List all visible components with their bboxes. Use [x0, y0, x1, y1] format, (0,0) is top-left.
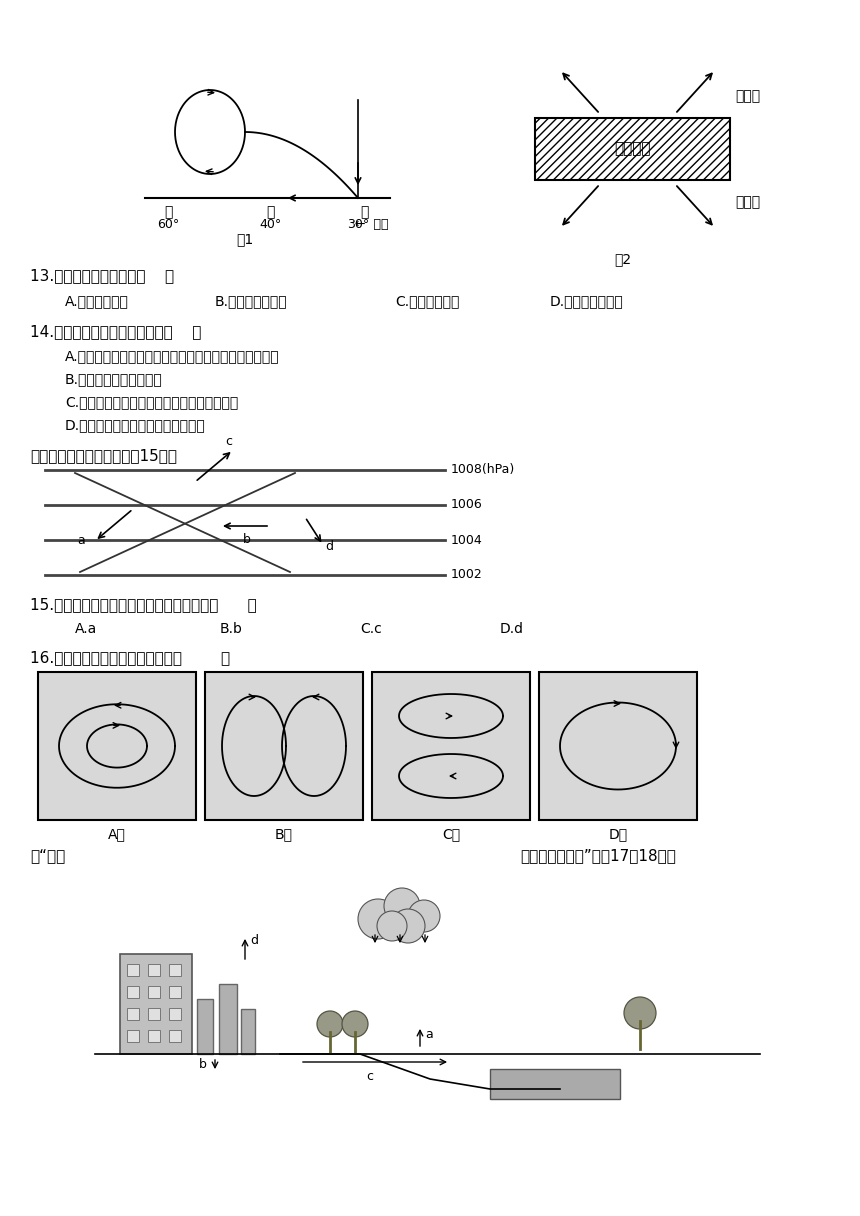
Bar	[127, 1008, 139, 1020]
Circle shape	[384, 888, 420, 924]
Text: D.d: D.d	[500, 623, 524, 636]
Text: A。: A。	[108, 827, 126, 841]
Text: a: a	[77, 535, 85, 547]
Bar	[535, 118, 730, 180]
Circle shape	[624, 997, 656, 1029]
Text: C.c: C.c	[360, 623, 382, 636]
Text: 14.关于乙风带的说法正确的是（    ）: 14.关于乙风带的说法正确的是（ ）	[30, 323, 201, 339]
Text: C.热带草原气候受甲气压带和乙风带交替控制: C.热带草原气候受甲气压带和乙风带交替控制	[65, 395, 238, 409]
Text: b: b	[243, 533, 251, 546]
Bar	[127, 986, 139, 998]
Circle shape	[391, 910, 425, 942]
Text: D.乙风带影响下的地区总是高温少雨: D.乙风带影响下的地区总是高温少雨	[65, 418, 206, 432]
Text: 13.图示甲气压带名称为（    ）: 13.图示甲气压带名称为（ ）	[30, 268, 174, 283]
Text: 图1: 图1	[237, 232, 254, 246]
Text: c: c	[225, 435, 232, 447]
Text: 15.图中能正确表示北半球近地面风向的是（      ）: 15.图中能正确表示北半球近地面风向的是（ ）	[30, 597, 257, 612]
Bar	[539, 672, 697, 820]
Text: 40°: 40°	[259, 218, 281, 231]
Text: 1004: 1004	[451, 534, 482, 546]
Bar	[38, 672, 196, 820]
Text: d: d	[250, 934, 258, 946]
Circle shape	[408, 900, 440, 931]
Text: A.受乙风带的影响，形成全年温和多雨的温带海洋性气候: A.受乙风带的影响，形成全年温和多雨的温带海洋性气候	[65, 349, 280, 364]
Bar	[148, 986, 160, 998]
Text: 丙风带: 丙风带	[735, 89, 760, 103]
Text: 甲: 甲	[360, 206, 368, 219]
Text: 1006: 1006	[451, 499, 482, 512]
Bar	[127, 1030, 139, 1042]
Text: B.b: B.b	[220, 623, 243, 636]
Bar	[241, 1009, 255, 1054]
Bar	[490, 1069, 620, 1099]
Bar	[197, 1000, 213, 1054]
Bar	[169, 1008, 181, 1020]
Text: 乙: 乙	[266, 206, 274, 219]
Text: 60°: 60°	[157, 218, 179, 231]
Text: B。: B。	[275, 827, 293, 841]
Text: 读“某城: 读“某城	[30, 848, 65, 863]
Text: 丁: 丁	[163, 206, 172, 219]
Text: 读近地面的等压线图，回筄15题。: 读近地面的等压线图，回筄15题。	[30, 447, 177, 463]
Text: D.副极地低气压带: D.副极地低气压带	[550, 294, 624, 308]
Text: B.乙风带为北半球西风带: B.乙风带为北半球西风带	[65, 372, 163, 385]
Circle shape	[377, 911, 407, 941]
Text: B.副热带高气压带: B.副热带高气压带	[215, 294, 287, 308]
Circle shape	[342, 1010, 368, 1037]
Bar	[127, 964, 139, 976]
Bar	[372, 672, 530, 820]
Text: A.赤道低气压带: A.赤道低气压带	[65, 294, 129, 308]
Bar	[169, 964, 181, 976]
Bar	[219, 984, 237, 1054]
Text: d: d	[325, 540, 333, 553]
Bar	[148, 1030, 160, 1042]
Text: c: c	[366, 1070, 373, 1083]
Text: 1002: 1002	[451, 569, 482, 581]
Circle shape	[358, 899, 398, 939]
Circle shape	[317, 1010, 343, 1037]
Bar	[148, 1008, 160, 1020]
Bar	[120, 955, 192, 1054]
Text: a: a	[425, 1028, 433, 1041]
Text: ←  气流: ← 气流	[355, 218, 389, 231]
Text: C.极地高气压带: C.极地高气压带	[395, 294, 459, 308]
Text: b: b	[200, 1058, 207, 1070]
Text: 图2: 图2	[614, 252, 631, 266]
Text: 市水循环示意图”完成17～18题。: 市水循环示意图”完成17～18题。	[520, 848, 676, 863]
Bar	[169, 986, 181, 998]
Text: D。: D。	[608, 827, 628, 841]
Text: A.a: A.a	[75, 623, 97, 636]
Text: 甲气压带: 甲气压带	[614, 141, 651, 157]
Bar	[205, 672, 363, 820]
Text: 乙风带: 乙风带	[735, 195, 760, 209]
Bar	[169, 1030, 181, 1042]
Bar	[148, 964, 160, 976]
Text: C。: C。	[442, 827, 460, 841]
Text: 1008(hPa): 1008(hPa)	[451, 463, 515, 477]
Text: 16.图中正确表示北半球气旋的是（        ）: 16.图中正确表示北半球气旋的是（ ）	[30, 651, 230, 665]
Text: 30°: 30°	[347, 218, 369, 231]
